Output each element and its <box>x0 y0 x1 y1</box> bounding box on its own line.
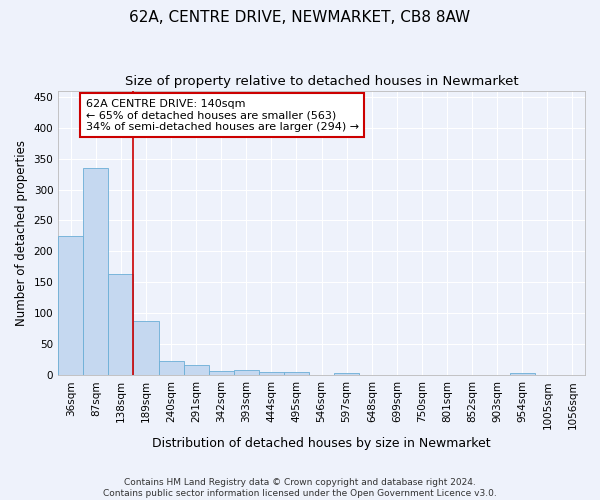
Bar <box>184 364 209 375</box>
Bar <box>109 274 133 375</box>
Title: Size of property relative to detached houses in Newmarket: Size of property relative to detached ho… <box>125 75 518 88</box>
Text: Contains HM Land Registry data © Crown copyright and database right 2024.
Contai: Contains HM Land Registry data © Crown c… <box>103 478 497 498</box>
Text: 62A, CENTRE DRIVE, NEWMARKET, CB8 8AW: 62A, CENTRE DRIVE, NEWMARKET, CB8 8AW <box>130 10 470 25</box>
Y-axis label: Number of detached properties: Number of detached properties <box>15 140 28 326</box>
Bar <box>510 374 535 375</box>
Bar <box>259 372 284 375</box>
Bar <box>209 372 234 375</box>
Bar <box>83 168 109 375</box>
Bar <box>284 372 309 375</box>
Bar <box>334 372 359 375</box>
Bar <box>58 236 83 375</box>
Text: 62A CENTRE DRIVE: 140sqm
← 65% of detached houses are smaller (563)
34% of semi-: 62A CENTRE DRIVE: 140sqm ← 65% of detach… <box>86 98 359 132</box>
Bar <box>158 361 184 375</box>
Bar <box>133 322 158 375</box>
Bar <box>234 370 259 375</box>
X-axis label: Distribution of detached houses by size in Newmarket: Distribution of detached houses by size … <box>152 437 491 450</box>
